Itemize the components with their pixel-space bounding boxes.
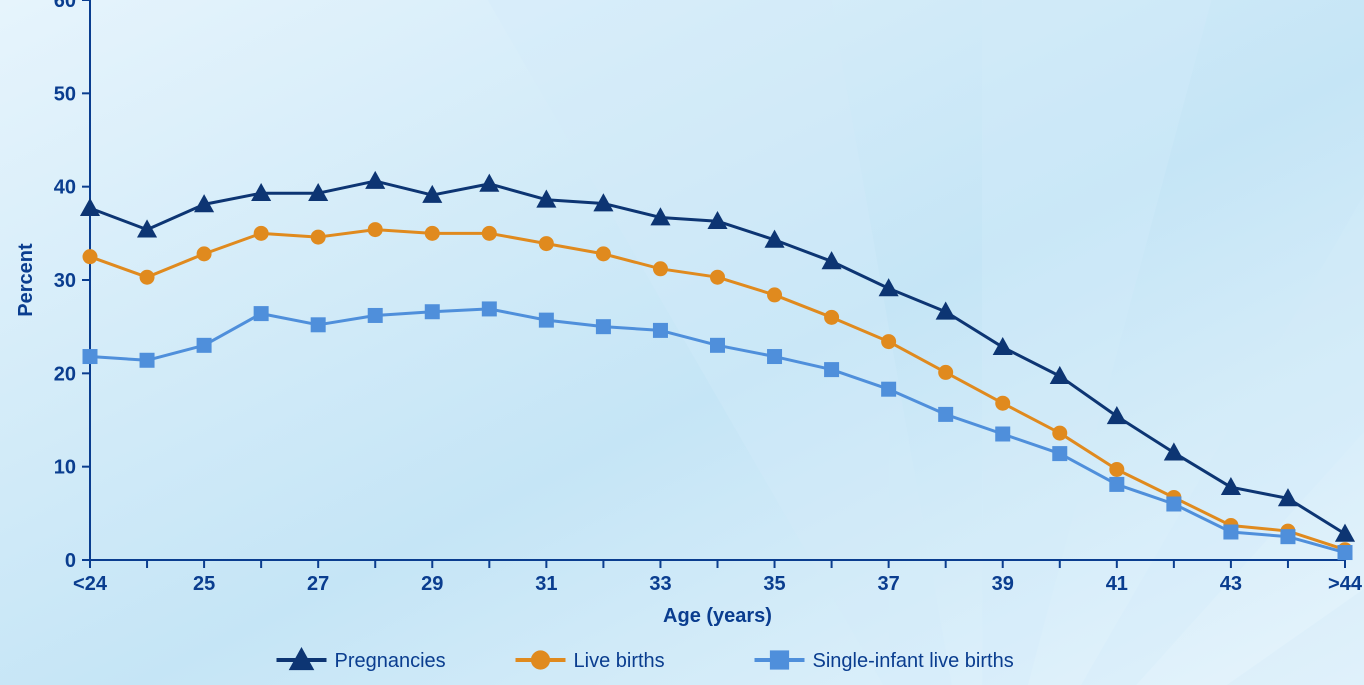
data-marker	[653, 323, 667, 337]
data-marker	[596, 247, 610, 261]
data-marker	[197, 338, 211, 352]
y-tick-label: 60	[54, 0, 76, 12]
y-tick-label: 40	[54, 177, 76, 199]
legend-label: Single-infant live births	[813, 650, 1014, 672]
data-marker	[368, 223, 382, 237]
y-axis-title: Percent	[15, 243, 37, 317]
data-marker	[254, 307, 268, 321]
data-marker	[882, 335, 896, 349]
data-marker	[996, 427, 1010, 441]
data-marker	[140, 270, 154, 284]
x-tick-label: 33	[649, 573, 671, 595]
data-marker	[882, 382, 896, 396]
data-marker	[83, 350, 97, 364]
x-tick-label: 41	[1106, 573, 1128, 595]
data-marker	[1053, 447, 1067, 461]
data-marker	[711, 270, 725, 284]
chart-container: 0 10 20 30 40 50 60 Percent <24 25 27 29 31 33 35 37 39 4…	[0, 0, 1364, 685]
legend: Pregnancies Live births Single-infant live…	[277, 648, 1014, 672]
data-marker	[482, 302, 496, 316]
line-chart: 0 10 20 30 40 50 60 Percent <24 25 27 29 31 33 35 37 39 4…	[0, 0, 1364, 685]
legend-item-pregnancies: Pregnancies	[277, 648, 446, 672]
data-marker	[539, 313, 553, 327]
x-tick-label: 37	[878, 573, 900, 595]
data-marker	[996, 396, 1010, 410]
y-tick-label: 10	[54, 457, 76, 479]
data-marker	[1053, 426, 1067, 440]
data-marker	[711, 338, 725, 352]
x-tick-label: 43	[1220, 573, 1242, 595]
x-tick-label: 35	[763, 573, 785, 595]
y-tick-label: 30	[54, 270, 76, 292]
data-marker	[311, 318, 325, 332]
legend-label: Live births	[574, 650, 665, 672]
y-tick-label: 50	[54, 83, 76, 105]
x-tick-label: <24	[73, 573, 108, 595]
data-marker	[825, 310, 839, 324]
data-marker	[425, 226, 439, 240]
data-marker	[311, 230, 325, 244]
data-marker	[939, 407, 953, 421]
x-tick-label: 31	[535, 573, 557, 595]
data-marker	[1110, 477, 1124, 491]
data-marker	[768, 288, 782, 302]
data-marker	[425, 305, 439, 319]
data-marker	[1338, 546, 1352, 560]
y-tick-label: 0	[65, 550, 76, 572]
data-marker	[653, 262, 667, 276]
data-marker	[1110, 462, 1124, 476]
x-tick-label: >44	[1328, 573, 1363, 595]
data-marker	[197, 247, 211, 261]
legend-item-live-births: Live births	[516, 650, 665, 672]
data-marker	[1167, 497, 1181, 511]
data-marker	[939, 365, 953, 379]
data-marker	[768, 350, 782, 364]
x-tick-label: 39	[992, 573, 1014, 595]
data-marker	[482, 226, 496, 240]
data-marker	[254, 226, 268, 240]
data-marker	[825, 363, 839, 377]
data-marker	[368, 308, 382, 322]
data-marker	[531, 651, 549, 669]
legend-label: Pregnancies	[335, 650, 446, 672]
data-marker	[1281, 530, 1295, 544]
data-marker	[1224, 525, 1238, 539]
data-marker	[596, 320, 610, 334]
x-axis-title: Age (years)	[663, 605, 772, 627]
x-tick-label: 27	[307, 573, 329, 595]
data-marker	[770, 651, 788, 669]
data-marker	[83, 250, 97, 264]
x-tick-label: 25	[193, 573, 215, 595]
y-tick-label: 20	[54, 363, 76, 385]
x-tick-label: 29	[421, 573, 443, 595]
data-marker	[539, 237, 553, 251]
data-marker	[140, 353, 154, 367]
